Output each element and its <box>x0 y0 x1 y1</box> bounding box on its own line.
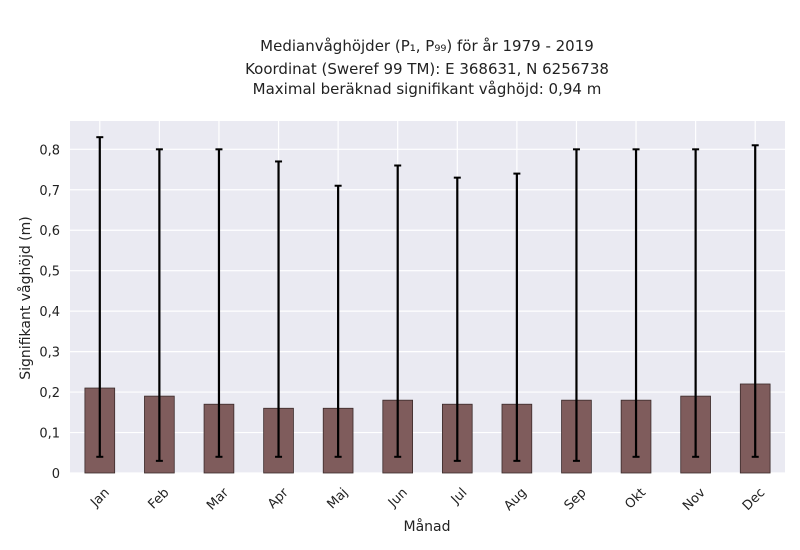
error-bar <box>632 148 640 458</box>
x-tick-label: Aug <box>501 485 530 514</box>
y-tick-label: 0,5 <box>39 265 60 280</box>
error-bar <box>215 148 223 458</box>
error-bar <box>692 148 700 458</box>
chart-title-line-3: Maximal beräknad signifikant våghöjd: 0,… <box>253 80 602 98</box>
error-bar <box>513 172 521 462</box>
y-tick-label: 0,8 <box>39 143 60 158</box>
x-tick-label: Apr <box>265 485 292 512</box>
x-tick-label: Dec <box>740 485 768 513</box>
error-bar <box>453 176 461 462</box>
x-tick-label: Sep <box>562 485 590 513</box>
chart-title-line-2: Koordinat (Sweref 99 TM): E 368631, N 62… <box>245 60 609 78</box>
y-tick-label: 0,1 <box>39 427 60 442</box>
error-bar <box>275 160 283 458</box>
error-bar <box>394 164 402 458</box>
y-tick-label: 0,7 <box>39 184 60 199</box>
y-tick-label: 0,3 <box>39 346 60 361</box>
x-tick-label: Maj <box>324 485 351 512</box>
x-axis-ticks: Jan Feb Mar Apr Maj Jun Jul Aug Sep Okt Nov Dec <box>87 485 768 514</box>
error-bars <box>96 136 759 462</box>
x-tick-label: Jul <box>448 485 470 507</box>
x-axis-label: Månad <box>404 518 451 535</box>
y-axis-label: Signifikant våghöjd (m) <box>17 216 34 379</box>
error-bar <box>572 148 580 462</box>
error-bar <box>751 144 759 458</box>
chart-title: Medianvåghöjder (P₁, P₉₉) för år 1979 - … <box>245 37 609 98</box>
y-tick-label: 0 <box>52 467 60 482</box>
chart-title-line-1: Medianvåghöjder (P₁, P₉₉) för år 1979 - … <box>260 37 594 55</box>
y-tick-label: 0,6 <box>39 224 60 239</box>
plot-area <box>70 121 785 473</box>
y-tick-label: 0,4 <box>39 305 60 320</box>
y-axis-ticks: 0 0,1 0,2 0,3 0,4 0,5 0,6 0,7 0,8 <box>39 143 60 482</box>
x-tick-label: Jan <box>87 485 112 510</box>
x-tick-label: Okt <box>622 485 649 512</box>
x-tick-label: Nov <box>680 485 709 514</box>
error-bar <box>334 184 342 458</box>
x-tick-label: Jun <box>385 485 411 511</box>
x-tick-label: Mar <box>204 485 232 513</box>
x-tick-label: Feb <box>146 485 173 512</box>
error-bar <box>155 148 163 462</box>
y-tick-label: 0,2 <box>39 386 60 401</box>
error-bar <box>96 136 104 458</box>
